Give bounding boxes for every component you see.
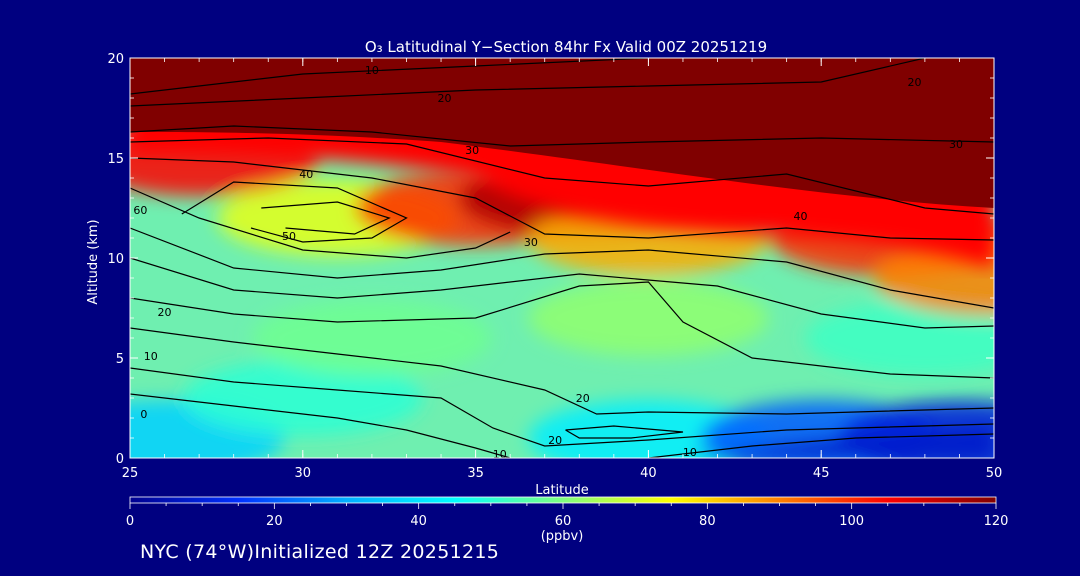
x-tick-label-2: 35 — [467, 466, 484, 481]
contour-line-15 — [648, 433, 994, 458]
contour-line-7 — [130, 187, 511, 259]
colorbar-tick-label-2: 40 — [410, 514, 427, 529]
contour-line-5 — [181, 181, 408, 243]
y-tick-label-2: 10 — [107, 252, 124, 267]
colorbar-tick-label-4: 80 — [699, 514, 716, 529]
contour-line-4 — [130, 157, 994, 241]
colorbar-tick-label-3: 60 — [555, 514, 572, 529]
colorbar: 0 20 40 60 80 100 120 — [126, 496, 1009, 529]
field-sample-6 — [528, 280, 769, 356]
x-axis-label: Latitude — [535, 483, 589, 498]
contour-labels: 10 20 20 30 30 40 40 50 30 60 20 10 0 20 20 10 10 — [133, 64, 963, 461]
x-tick-label-1: 30 — [295, 466, 312, 481]
y-tick-label-1: 5 — [116, 352, 124, 367]
y-tick-label-3: 15 — [107, 152, 124, 167]
contour-label-14: 20 — [548, 434, 562, 447]
x-tick-label-0: 25 — [122, 466, 139, 481]
x-tick-label-4: 45 — [813, 466, 830, 481]
contour-line-0 — [130, 58, 649, 95]
contour-line-1 — [130, 58, 926, 107]
ozone-field — [130, 58, 994, 458]
contour-label-8: 30 — [524, 236, 538, 249]
low-ozone-region — [682, 426, 994, 458]
colorbar-tick-label-5: 100 — [839, 514, 864, 529]
contour-label-16: 10 — [683, 446, 697, 459]
colorbar-unit-label: (ppbv) — [541, 529, 584, 544]
y-axis-label: Altitude (km) — [86, 219, 101, 304]
contour-label-1: 20 — [437, 92, 451, 105]
contour-line-13 — [130, 393, 511, 458]
field-sample-1 — [182, 360, 423, 436]
contour-line-8 — [130, 227, 994, 309]
contour-line-6 — [261, 201, 391, 235]
axes: 25 30 35 40 45 50 0 5 10 15 20 — [107, 52, 1002, 481]
contour-label-6: 40 — [793, 210, 807, 223]
x-tick-label-5: 50 — [986, 466, 1003, 481]
contour-line-2 — [130, 125, 994, 147]
chart-title: O₃ Latitudinal Y−Section 84hr Fx Valid 0… — [365, 38, 767, 56]
contour-label-4: 30 — [949, 138, 963, 151]
contour-lines — [130, 58, 994, 458]
contour-label-12: 0 — [140, 408, 147, 421]
contour-line-14 — [565, 425, 684, 439]
y-tick-label-4: 20 — [107, 52, 124, 67]
contour-label-9: 60 — [133, 204, 147, 217]
footer-initialization-text: NYC (74°W)Initialized 12Z 20251215 — [140, 541, 500, 563]
field-sample-5 — [251, 300, 492, 376]
field-sample-7 — [804, 300, 994, 376]
contour-label-15: 10 — [493, 448, 507, 461]
contour-label-7: 50 — [282, 230, 296, 243]
x-tick-label-3: 40 — [640, 466, 657, 481]
y-tick-label-0: 0 — [116, 452, 124, 467]
contour-line-12 — [130, 367, 994, 447]
colorbar-tick-label-1: 20 — [266, 514, 283, 529]
contour-label-5: 40 — [299, 168, 313, 181]
contour-label-10: 20 — [158, 306, 172, 319]
contour-line-10 — [130, 281, 994, 379]
contour-label-0: 10 — [365, 64, 379, 77]
contour-label-3: 30 — [465, 144, 479, 157]
colorbar-gradient — [129, 496, 997, 504]
contour-label-11: 10 — [144, 350, 158, 363]
contour-label-2: 20 — [908, 76, 922, 89]
contour-line-11 — [130, 327, 994, 415]
colorbar-tick-label-0: 0 — [126, 514, 134, 529]
contour-label-13: 20 — [576, 392, 590, 405]
colorbar-tick-label-6: 120 — [984, 514, 1009, 529]
contour-line-3 — [130, 137, 994, 215]
contour-line-9 — [130, 257, 994, 329]
